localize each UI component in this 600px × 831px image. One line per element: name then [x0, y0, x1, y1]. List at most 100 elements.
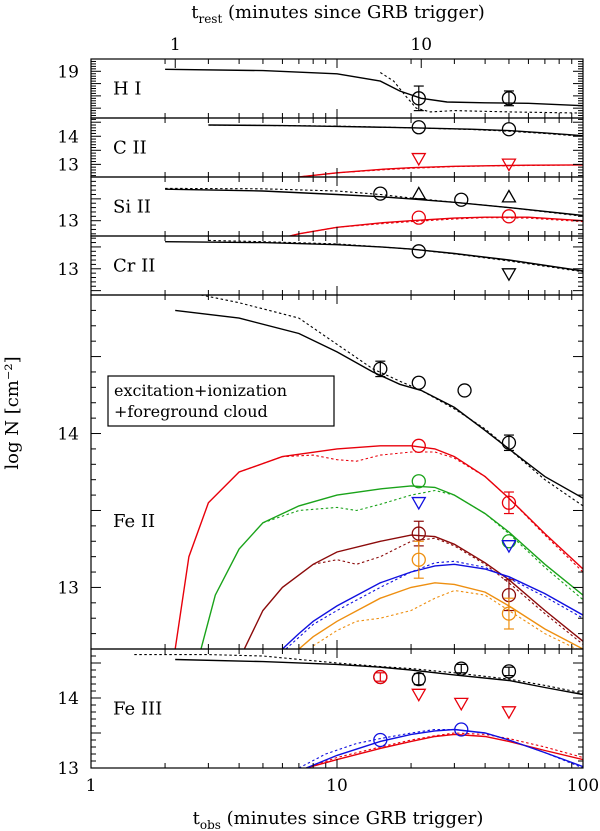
y-tick-label: 13: [57, 155, 79, 175]
panel-label-feiii: Fe III: [113, 699, 162, 720]
series-fe-iii-ground-dotted: [134, 654, 583, 694]
upper-limit-marker: [501, 158, 517, 172]
series-fe-ii-level-4-dotted: [285, 560, 583, 649]
data-point-circle: [411, 210, 426, 225]
data-point-circle: [373, 361, 388, 377]
series-fe-ii-level-2: [200, 485, 583, 649]
x-axis-label: tobs (minutes since GRB trigger): [193, 808, 484, 831]
y-tick-label: 14: [57, 425, 79, 445]
y-tick-label: 13: [57, 759, 79, 779]
panel-label-hi: H I: [113, 79, 142, 100]
upper-limit-marker: [501, 706, 517, 720]
series-fe-ii-level-5: [298, 582, 583, 649]
data-point-circle: [411, 474, 426, 489]
series-c-ii-ground: [208, 124, 583, 137]
upper-limit-marker: [453, 697, 469, 712]
series-fe-ii-level-1-dotted: [238, 451, 583, 573]
y-tick-label: 19: [57, 62, 79, 82]
data-point-circle: [501, 664, 517, 679]
legend-box: [107, 375, 335, 427]
legend: excitation+ionization +foreground cloud: [107, 375, 335, 427]
data-point-circle: [411, 438, 426, 453]
upper-limit-marker: [411, 688, 427, 702]
series-fe-iii-excited-red-dotted: [306, 732, 583, 768]
panel-feii-curves: [174, 295, 583, 649]
panel-siii-points: [373, 186, 517, 225]
panel-crii-points: [411, 244, 517, 282]
data-point-circle: [411, 120, 426, 135]
panel-feiii: 14 13 Fe III: [57, 648, 584, 779]
series-si-ii-excited-dotted: [287, 217, 583, 236]
legend-line-2: +foreground cloud: [114, 402, 268, 421]
x-tick-label: 100: [567, 776, 599, 796]
data-point-circle: [501, 435, 517, 450]
series-fe-ii-level-5-dotted: [312, 589, 578, 649]
panel-hi-points: [411, 85, 517, 112]
series-fe-ii-ground-dotted: [200, 295, 583, 507]
data-point-circle: [411, 526, 426, 541]
y-tick-label: 13: [57, 578, 79, 598]
data-point-circle: [457, 383, 472, 398]
data-point-circle: [501, 91, 517, 106]
panel-feii-points: [373, 360, 517, 630]
x-tick-labels: 1 10 100: [86, 776, 600, 796]
x-tick-label: 1: [86, 776, 97, 796]
data-point-circle: [501, 495, 517, 510]
top-axis-label: trest (minutes since GRB trigger): [191, 2, 485, 26]
x-axis-label-main: t: [193, 808, 201, 829]
top-axis-label-rest: (minutes since GRB trigger): [222, 2, 484, 23]
data-point-circle: [411, 375, 426, 390]
series-cr-ii-dotted: [208, 239, 583, 273]
data-point-circle: [454, 722, 469, 737]
data-point-circle: [373, 732, 388, 748]
panel-cii-points: [411, 120, 517, 172]
upper-limit-marker: [501, 268, 517, 282]
panel-cii-curves: [208, 124, 583, 177]
top-tick-label: 1: [170, 35, 181, 55]
y-tick-label: 14: [57, 689, 79, 709]
data-point-circle: [501, 122, 517, 137]
data-point-circle: [411, 91, 426, 106]
top-axis-label-main: t: [191, 2, 199, 23]
top-tick-label: 10: [410, 35, 432, 55]
series-c-ii-excited-dotted: [294, 164, 583, 177]
x-axis-label-rest: (minutes since GRB trigger): [221, 808, 483, 829]
data-point-circle: [454, 192, 469, 207]
data-point-circle: [411, 671, 426, 687]
data-point-circle: [501, 209, 517, 224]
panel-label-feii: Fe II: [113, 511, 155, 532]
panel-hi-curves: [165, 68, 583, 114]
series-fe-iii-ground: [175, 658, 583, 696]
legend-line-1: excitation+ionization: [114, 381, 287, 400]
upper-limit-marker: [411, 152, 427, 167]
x-axis-label-sub: obs: [200, 818, 221, 831]
y-tick-label: 13: [57, 260, 79, 280]
series-h-i-model-dotted: [380, 72, 583, 114]
panel-hi: 19 H I: [57, 58, 584, 119]
panel-crii: 13 Cr II: [57, 235, 584, 296]
top-axis-label-sub: rest: [198, 12, 222, 26]
data-point-circle: [373, 669, 388, 685]
series-c-ii-ground-dotted: [208, 124, 583, 137]
series-si-ii-ground-dotted: [165, 187, 583, 217]
series-fe-ii-level-4: [281, 563, 583, 649]
y-tick-label: 13: [57, 212, 79, 232]
y-axis-label: log N [cm⁻²]: [2, 356, 23, 469]
upper-limit-marker: [411, 496, 427, 511]
y-tick-label: 14: [57, 127, 79, 147]
series-fe-iii-excited-blue-dotted: [298, 728, 583, 768]
series-fe-ii-level-1: [174, 445, 583, 649]
panel-siii-curves: [165, 187, 583, 236]
panel-crii-curves: [165, 239, 583, 273]
panel-cii: 14 13 C II: [57, 117, 584, 178]
panel-label-siii: Si II: [113, 197, 151, 218]
lower-limit-marker: [501, 189, 517, 203]
data-point-circle: [411, 244, 426, 259]
top-tick-labels: 1 10: [170, 35, 432, 68]
data-point-circle: [373, 186, 388, 201]
panel-label-cii: C II: [113, 138, 147, 159]
data-point-circle: [454, 661, 469, 676]
upper-limit-marker: [501, 540, 517, 554]
data-point-circle: [411, 552, 426, 567]
